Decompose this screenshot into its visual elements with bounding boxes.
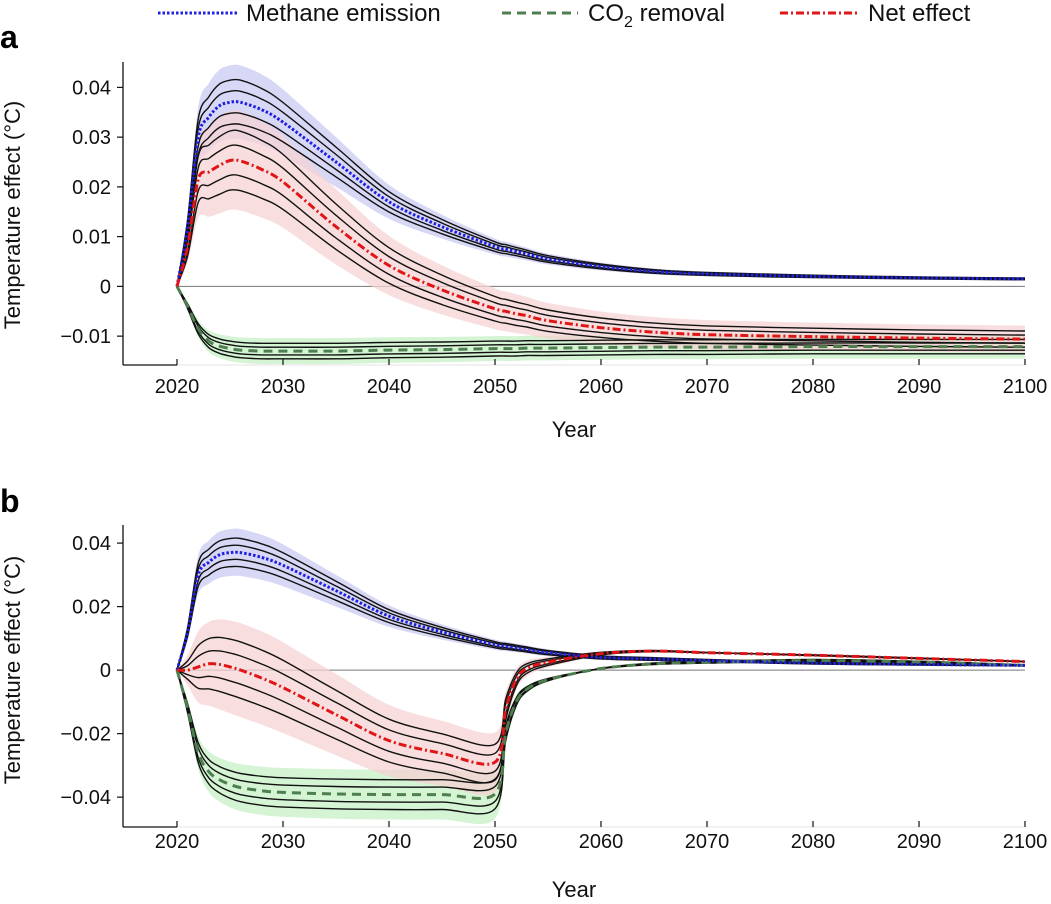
x-tick-label: 2100 (1003, 831, 1048, 853)
y-tick-label: 0 (100, 660, 111, 682)
y-tick-label: 0.03 (72, 127, 111, 149)
net-series-line (175, 158, 1026, 341)
y-axis-title: Temperature effect (°C) (0, 101, 25, 329)
x-tick-label: 2060 (579, 376, 624, 398)
methane-series-line (175, 100, 1026, 287)
x-tick-label: 2080 (791, 831, 836, 853)
plot-area (175, 64, 1026, 365)
y-tick-label: 0.02 (72, 177, 111, 199)
x-tick-label: 2050 (473, 376, 518, 398)
y-tick-label: 0.04 (72, 533, 111, 555)
co2-ensemble-line (176, 286, 1025, 360)
net-uncertainty-band (177, 110, 1025, 353)
x-tick-label: 2070 (685, 376, 730, 398)
x-tick-label: 2100 (1003, 376, 1048, 398)
methane-ensemble-line (176, 537, 1026, 671)
x-tick-label: 2020 (155, 376, 200, 398)
x-tick-label: 2070 (685, 831, 730, 853)
y-axis-title: Temperature effect (°C) (0, 556, 25, 784)
x-tick-label: 2040 (367, 831, 412, 853)
x-tick-label: 2050 (473, 831, 518, 853)
x-axis-title: Year (552, 877, 596, 902)
legend: Methane emission CO2 removal Net effect (158, 0, 971, 31)
x-axis-title: Year (552, 417, 596, 442)
x-tick-label: 2080 (791, 376, 836, 398)
y-tick-label: 0 (100, 276, 111, 298)
legend-methane-label: Methane emission (246, 0, 441, 27)
net-ensemble-line (176, 188, 1026, 348)
legend-co2-label: CO2 removal (588, 0, 725, 31)
net-series-line (176, 649, 1026, 766)
panel-b-label: b (0, 483, 20, 519)
co2-uncertainty-band (177, 658, 1025, 825)
x-tick-label: 2040 (367, 376, 412, 398)
plot-area (175, 528, 1026, 825)
methane-series-line (175, 550, 1026, 671)
net-ensemble-line (176, 144, 1026, 336)
co2-series-line (175, 285, 1025, 353)
net-ensemble-line (176, 636, 1026, 747)
co2-ensemble-line (176, 286, 1025, 345)
y-tick-label: −0.02 (60, 724, 111, 746)
y-tick-label: 0.01 (72, 227, 111, 249)
net-ensemble-line (176, 174, 1026, 344)
x-tick-label: 2030 (261, 831, 306, 853)
methane-uncertainty-band (177, 64, 1025, 287)
methane-uncertainty-band (177, 528, 1025, 671)
net-ensemble-line (176, 129, 1026, 332)
y-tick-label: 0.02 (72, 597, 111, 619)
y-tick-label: −0.01 (60, 326, 111, 348)
y-tick-label: −0.04 (60, 787, 111, 809)
x-tick-label: 2060 (579, 831, 624, 853)
panel-a-label: a (0, 19, 18, 55)
panel-b: 0.04 0.02 0 −0.02 −0.04 2020 2030 2040 2050 2060 2… (0, 525, 1047, 902)
legend-net-label: Net effect (868, 0, 971, 27)
x-tick-label: 2020 (155, 831, 200, 853)
panel-a: 0.04 0.03 0.02 0.01 0 −0.01 2020 2030 2040 2050 20… (0, 62, 1047, 442)
x-tick-label: 2090 (897, 376, 942, 398)
x-tick-label: 2030 (261, 376, 306, 398)
co2-series-line (175, 659, 1026, 800)
x-tick-label: 2090 (897, 831, 942, 853)
y-tick-label: 0.04 (72, 77, 111, 99)
co2-ensemble-line (176, 286, 1025, 356)
